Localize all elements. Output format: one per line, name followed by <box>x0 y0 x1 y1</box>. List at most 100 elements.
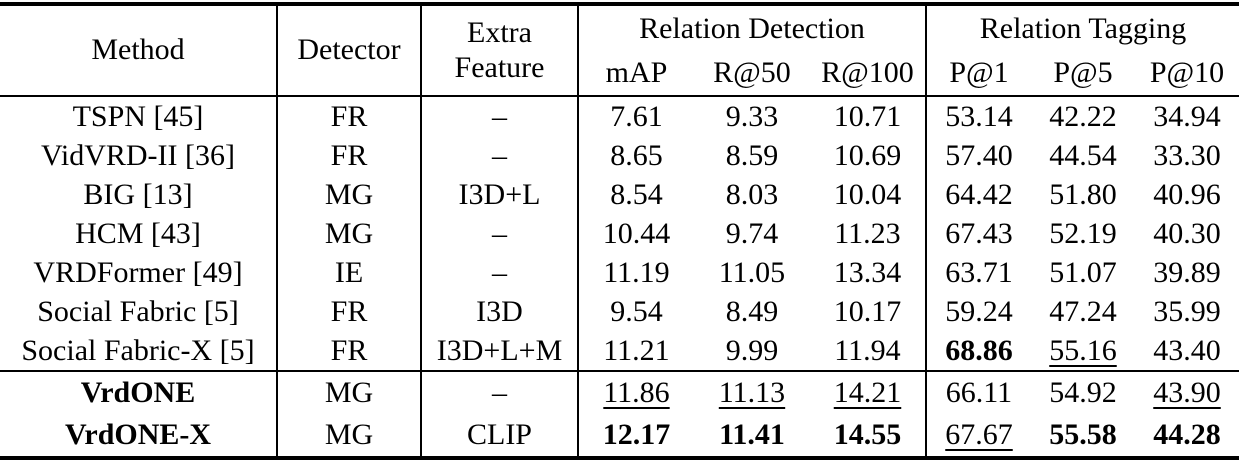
value-cell-p5: 51.07 <box>1049 255 1117 289</box>
extra-feature-cell: I3D+L <box>421 175 579 214</box>
value-cell-map: 8.54 <box>610 177 663 211</box>
col-header-p10: P@10 <box>1135 52 1239 97</box>
detector-cell: MG <box>277 214 422 253</box>
table-header: Method Detector Extra Feature Relation D… <box>0 4 1239 97</box>
table-row: VrdONE-X MG CLIP 12.17 11.41 14.55 67.67 55.58 4… <box>0 414 1239 458</box>
method-cell: Social Fabric-X [5] <box>0 331 278 371</box>
extra-feature-cell: – <box>421 214 579 253</box>
value-cell-p10: 34.94 <box>1153 99 1221 133</box>
value-cell-p1-underlined: 67.67 <box>945 418 1013 451</box>
value-cell-p10: 44.28 <box>1153 418 1221 451</box>
value-cell-r100: 13.34 <box>810 253 927 292</box>
col-header-r100: R@100 <box>810 52 927 97</box>
value-cell-map: 8.65 <box>610 138 663 172</box>
method-cell: Social Fabric [5] <box>0 292 278 331</box>
value-cell-p5: 52.19 <box>1049 216 1117 250</box>
method-cell: VRDFormer [49] <box>0 253 278 292</box>
value-cell-r50: 11.13 <box>694 370 810 414</box>
value-cell-r100: 14.55 <box>810 414 927 458</box>
table-row: VRDFormer [49] IE –11.19 11.05 13.34 63.71 51.… <box>0 253 1239 292</box>
method-cell: BIG [13] <box>0 175 278 214</box>
method-cell: VrdONE <box>0 370 278 414</box>
value-cell-p1: 68.86 <box>945 333 1013 367</box>
col-header-p1: P@1 <box>926 52 1031 97</box>
value-cell-r50: 11.05 <box>718 255 786 289</box>
results-table: Method Detector Extra Feature Relation D… <box>0 2 1239 460</box>
value-cell-p10: 43.40 <box>1153 333 1221 367</box>
value-cell-r50: 9.33 <box>725 99 779 133</box>
extra-feature-cell: – <box>421 253 579 292</box>
extra-feature-cell: I3D <box>421 292 579 331</box>
value-cell-p10-underlined: 43.90 <box>1153 376 1221 409</box>
value-cell-p1: 66.11 <box>926 370 1031 414</box>
value-cell-p5: 42.22 <box>1049 99 1117 133</box>
value-cell-p5: 55.16 <box>1031 331 1135 371</box>
value-cell-p1: 57.40 <box>945 138 1013 172</box>
value-cell-map: 9.54 <box>610 294 663 328</box>
value-cell-map: 12.17 <box>602 418 671 451</box>
detector-cell: MG <box>277 414 422 458</box>
detector-cell: FR <box>277 136 422 175</box>
table-row: VrdONE MG –11.86 11.13 14.21 66.11 54.92 43.90 <box>0 370 1239 414</box>
extra-feature-cell: – <box>421 370 579 414</box>
value-cell-p5-underlined: 55.16 <box>1049 333 1117 367</box>
table-row: TSPN [45] FR –7.61 9.33 10.71 53.14 42.22 34.94 <box>0 96 1239 136</box>
extra-feature-cell: I3D+L+M <box>421 331 579 371</box>
col-header-map: mAP <box>578 52 694 97</box>
value-cell-p10: 39.89 <box>1153 255 1221 289</box>
value-cell-p5: 44.54 <box>1049 138 1117 172</box>
detector-cell: FR <box>277 331 422 371</box>
method-cell: TSPN [45] <box>0 96 278 136</box>
extra-feature-cell: CLIP <box>421 414 579 458</box>
value-cell-r50: 9.99 <box>725 333 779 367</box>
value-cell-p1: 53.14 <box>945 99 1013 133</box>
value-cell-r100: 10.71 <box>810 96 927 136</box>
value-cell-r50: 11.41 <box>719 418 785 451</box>
value-cell-p1: 67.67 <box>926 414 1031 458</box>
detector-cell: MG <box>277 175 422 214</box>
value-cell-r100-underlined: 14.21 <box>833 376 902 409</box>
value-cell-r50: 9.74 <box>725 216 779 250</box>
col-header-r50: R@50 <box>694 52 810 97</box>
value-cell-r100: 10.69 <box>810 136 927 175</box>
detector-cell: FR <box>277 96 422 136</box>
detector-cell: FR <box>277 292 422 331</box>
value-cell-p1: 63.71 <box>945 255 1013 289</box>
value-cell-map: 11.19 <box>603 255 670 289</box>
value-cell-map: 11.21 <box>603 333 670 367</box>
value-cell-p5: 51.80 <box>1049 177 1117 211</box>
value-cell-p5: 55.58 <box>1049 418 1117 451</box>
value-cell-p10: 40.96 <box>1153 177 1221 211</box>
table-row: Social Fabric [5] FR I3D 9.54 8.49 10.17 59.24… <box>0 292 1239 331</box>
value-cell-r100: 14.21 <box>810 370 927 414</box>
detector-cell: IE <box>277 253 422 292</box>
table-row: Social Fabric-X [5] FR I3D+L+M 11.21 9.99 11.… <box>0 331 1239 371</box>
col-header-p5: P@5 <box>1031 52 1135 97</box>
value-cell-p1: 59.24 <box>945 294 1013 328</box>
extra-feature-cell: – <box>421 96 579 136</box>
value-cell-r100: 10.17 <box>810 292 927 331</box>
value-cell-p5: 54.92 <box>1031 370 1135 414</box>
value-cell-r50-underlined: 11.13 <box>718 376 786 409</box>
method-cell: HCM [43] <box>0 214 278 253</box>
extra-feature-cell: – <box>421 136 579 175</box>
col-header-extra-feature: Extra Feature <box>421 4 579 97</box>
value-cell-r100: 11.23 <box>810 214 927 253</box>
table-row: BIG [13] MG I3D+L 8.54 8.03 10.04 64.42 51.80 40… <box>0 175 1239 214</box>
value-cell-p1: 64.42 <box>945 177 1013 211</box>
detector-cell: MG <box>277 370 422 414</box>
method-cell: VidVRD-II [36] <box>0 136 278 175</box>
value-cell-map: 7.61 <box>610 99 663 133</box>
method-cell: VrdONE-X <box>0 414 278 458</box>
value-cell-r100: 11.94 <box>810 331 927 371</box>
table-row: HCM [43] MG –10.44 9.74 11.23 67.43 52.19 40.30 <box>0 214 1239 253</box>
value-cell-r50: 8.59 <box>725 138 779 172</box>
value-cell-map: 11.86 <box>578 370 694 414</box>
col-group-relation-tagging: Relation Tagging <box>979 11 1187 45</box>
col-header-method: Method <box>0 4 278 97</box>
value-cell-p10: 40.30 <box>1153 216 1221 250</box>
col-group-relation-detection: Relation Detection <box>578 4 927 52</box>
col-header-detector: Detector <box>277 4 422 97</box>
value-cell-p10: 43.90 <box>1135 370 1239 414</box>
header-row-groups: Method Detector Extra Feature Relation D… <box>0 4 1239 97</box>
